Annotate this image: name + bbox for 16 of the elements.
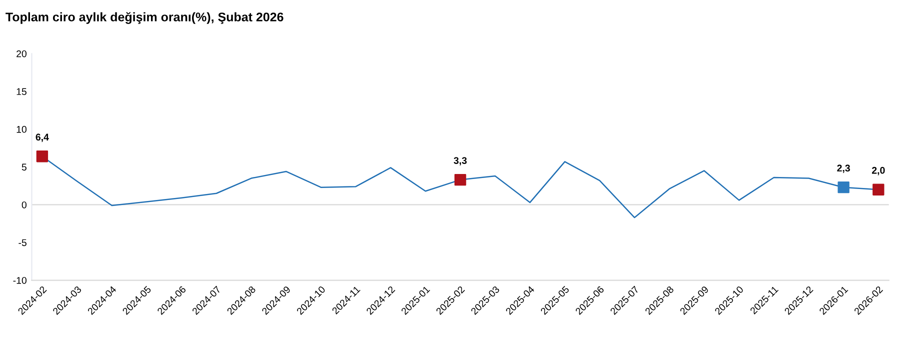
data-label: 2,0 xyxy=(872,166,885,176)
point xyxy=(454,174,466,186)
y-tick-label: 20 xyxy=(16,50,27,58)
chart-title: Toplam ciro aylık değişim oranı(%), Şubat 2026 xyxy=(6,12,284,24)
data-label: 6,4 xyxy=(36,134,49,142)
y-tick-label: 15 xyxy=(16,88,26,96)
y-tick-label: -10 xyxy=(13,276,27,284)
y-tick-label: -5 xyxy=(18,239,26,246)
data-label: 3,3 xyxy=(454,157,467,166)
data-label: 2,3 xyxy=(837,164,850,173)
y-tick-label: 0 xyxy=(22,201,27,208)
point xyxy=(838,181,850,194)
point xyxy=(872,184,884,196)
y-tick-label: 5 xyxy=(22,164,26,171)
point xyxy=(36,150,48,162)
y-tick-label: 10 xyxy=(16,126,27,133)
